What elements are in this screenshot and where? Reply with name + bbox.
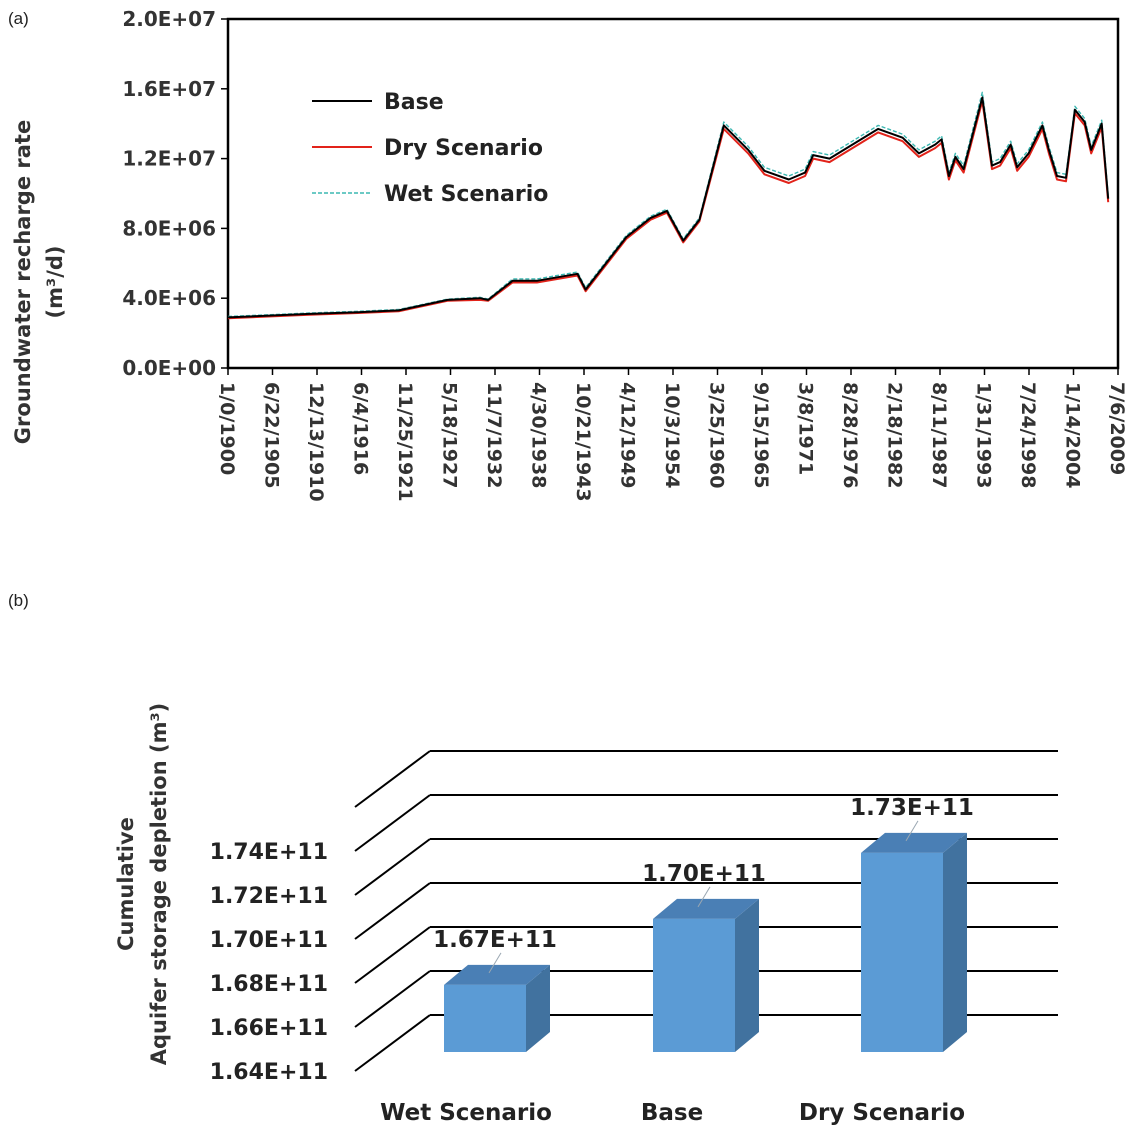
- x-tick-label: 4/12/1949: [617, 382, 639, 488]
- y-tick-label: 1.2E+07: [122, 147, 216, 171]
- x-tick-label: 8/11/1987: [928, 382, 950, 488]
- series-line-wet-scenario: [227, 91, 1109, 318]
- x-tick-label: 12/13/1910: [305, 382, 327, 502]
- category-label: Wet Scenario: [380, 1100, 552, 1126]
- series-line-dry-scenario: [227, 100, 1110, 320]
- gridline-diagonal: [354, 926, 431, 984]
- legend-label: Wet Scenario: [384, 182, 548, 207]
- y-axis-title-line2: (m³/d): [43, 246, 67, 319]
- line-chart-panel: (a) 0.0E+00 4.0E+06 8.0E+06 1.2E+07 1.6E+07 2…: [8, 7, 1128, 502]
- y-axis-title-line1: Groundwater recharge rate: [11, 120, 35, 444]
- x-tick-label: 6/4/1916: [350, 382, 372, 475]
- bar-top: [444, 964, 550, 985]
- x-tick-label: 1/14/2004: [1062, 382, 1084, 488]
- x-axis-ticks: 1/0/1900 6/22/1905 12/13/1910 6/4/1916 11/25…: [216, 368, 1128, 502]
- y-tick-label: 1.64E+11: [210, 1060, 328, 1085]
- x-tick-label: 10/3/1954: [661, 382, 683, 488]
- x-tick-label: 1/31/1993: [973, 382, 995, 488]
- y-axis-title-line2: Aquifer storage depletion (m³): [147, 703, 171, 1066]
- data-label: 1.67E+11: [433, 927, 557, 953]
- bar-front: [444, 984, 526, 1052]
- x-tick-label: 7/6/2009: [1106, 382, 1128, 475]
- gridline-diagonal: [354, 970, 431, 1028]
- gridline-diagonal: [354, 882, 431, 940]
- y-tick-label: 1.6E+07: [122, 77, 216, 101]
- y-tick-label: 1.74E+11: [210, 840, 328, 865]
- bar-front: [861, 852, 943, 1052]
- data-label-leader: [488, 952, 502, 974]
- y-tick-label: 8.0E+06: [122, 216, 216, 240]
- category-labels: Wet Scenario Base Dry Scenario: [380, 1100, 965, 1126]
- bars: 1.67E+11 1.70E+11 1.73E+11: [433, 795, 974, 1052]
- x-tick-label: 5/18/1927: [439, 382, 461, 488]
- category-label: Base: [641, 1100, 703, 1126]
- x-tick-label: 10/21/1943: [572, 382, 594, 502]
- data-label: 1.70E+11: [642, 861, 766, 887]
- legend-label: Base: [384, 90, 444, 115]
- y-tick-label: 1.66E+11: [210, 1016, 328, 1041]
- legend: Base Dry Scenario Wet Scenario: [312, 90, 548, 207]
- x-tick-label: 6/22/1905: [261, 382, 283, 488]
- gridline-diagonal: [354, 1014, 431, 1072]
- bar-side: [943, 832, 967, 1052]
- gridline-diagonal: [354, 750, 431, 808]
- data-label-leader: [905, 820, 919, 842]
- panel-label-b: (b): [8, 591, 29, 610]
- x-tick-label: 11/7/1932: [483, 382, 505, 488]
- series-lines: [227, 91, 1110, 320]
- x-tick-label: 1/0/1900: [216, 382, 238, 475]
- y-tick-label: 1.72E+11: [210, 884, 328, 909]
- gridline-diagonal: [354, 838, 431, 896]
- y-axis-ticks: 1.64E+11 1.66E+11 1.68E+11 1.70E+11 1.72E+11…: [210, 840, 328, 1085]
- bar-side: [735, 898, 759, 1052]
- category-label: Dry Scenario: [799, 1100, 965, 1126]
- y-tick-label: 2.0E+07: [122, 7, 216, 31]
- bar-front: [653, 918, 735, 1052]
- x-tick-label: 3/8/1971: [795, 382, 817, 475]
- x-tick-label: 9/15/1965: [750, 382, 772, 488]
- x-tick-label: 4/30/1938: [528, 382, 550, 488]
- bar-chart-panel: (b) 1.64E+11 1.66E+11 1.68E+11 1.70E+11 1.72…: [8, 591, 1058, 1126]
- x-tick-label: 7/24/1998: [1017, 382, 1039, 488]
- bar-top: [653, 898, 759, 919]
- x-tick-label: 8/28/1976: [839, 382, 861, 488]
- data-label: 1.73E+11: [850, 795, 974, 821]
- x-tick-label: 2/18/1982: [884, 382, 906, 488]
- panel-label-a: (a): [8, 9, 29, 28]
- y-axis-title-line1: Cumulative: [114, 817, 138, 951]
- y-tick-label: 1.68E+11: [210, 972, 328, 997]
- bar-top: [861, 832, 967, 853]
- y-axis-ticks: 0.0E+00 4.0E+06 8.0E+06 1.2E+07 1.6E+07 2.0E+…: [122, 7, 228, 380]
- x-tick-label: 11/25/1921: [394, 382, 416, 502]
- data-label-leader: [697, 886, 711, 908]
- x-tick-label: 3/25/1960: [706, 382, 728, 488]
- legend-label: Dry Scenario: [384, 136, 543, 161]
- y-tick-label: 4.0E+06: [122, 286, 216, 310]
- y-tick-label: 1.70E+11: [210, 928, 328, 953]
- y-tick-label: 0.0E+00: [122, 356, 216, 380]
- series-line-base: [227, 96, 1110, 319]
- gridline-diagonal: [354, 794, 431, 852]
- bar-side: [526, 964, 550, 1052]
